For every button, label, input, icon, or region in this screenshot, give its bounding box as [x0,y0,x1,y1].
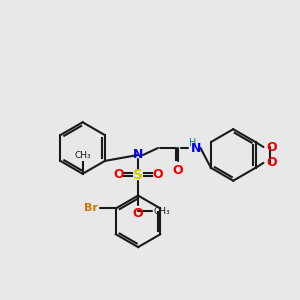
Text: H: H [189,138,196,148]
Text: CH₃: CH₃ [74,151,91,160]
Text: N: N [133,148,143,161]
Text: S: S [133,168,143,182]
Text: O: O [133,208,143,220]
Text: N: N [190,142,201,154]
Text: O: O [266,140,277,154]
Text: O: O [153,168,163,181]
Text: O: O [172,164,183,177]
Text: Br: Br [84,203,98,214]
Text: CH₃: CH₃ [154,207,171,216]
Text: O: O [266,156,277,170]
Text: O: O [113,168,124,181]
